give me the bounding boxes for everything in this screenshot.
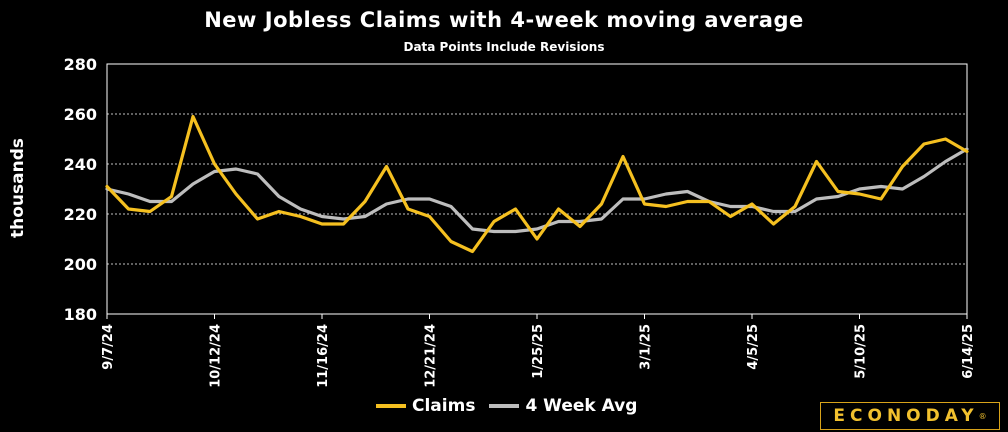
legend-swatch-avg (489, 404, 520, 408)
y-tick-labels: 180 200 220 240 260 280 (64, 55, 97, 324)
y-tick-label: 260 (64, 105, 97, 124)
x-tick-label: 12/21/24 (424, 324, 439, 388)
logo-text: ECONODAY (833, 406, 979, 426)
y-tick-label: 220 (64, 205, 97, 224)
econoday-logo: ECONODAY ® (820, 402, 1000, 430)
series-line-4-week-avg (105, 147, 969, 234)
x-tick-label: 9/7/24 (101, 324, 116, 370)
series-lines (105, 114, 969, 254)
y-tick-label: 280 (64, 55, 97, 74)
x-tick-labels: 9/7/24 10/12/24 11/16/24 12/21/24 1/25/25 3/1… (101, 314, 976, 388)
series-line-claims (105, 114, 969, 254)
x-tick-label: 5/10/25 (854, 324, 869, 379)
y-tick-label: 240 (64, 155, 97, 174)
y-tick-label: 200 (64, 255, 97, 274)
legend-label-avg: 4 Week Avg (525, 396, 638, 416)
legend-item-claims: Claims (376, 396, 475, 416)
chart-subtitle: Data Points Include Revisions (403, 40, 605, 54)
y-tick-label: 180 (64, 305, 97, 324)
x-tick-label: 1/25/25 (531, 324, 546, 379)
legend-label-claims: Claims (412, 396, 476, 416)
legend-item-avg: 4 Week Avg (489, 396, 637, 416)
x-tick-label: 3/1/25 (639, 324, 654, 370)
legend-swatch-claims (376, 404, 406, 408)
legend: Claims 4 Week Avg (376, 396, 651, 416)
x-tick-label: 4/5/25 (746, 324, 761, 370)
chart-title: New Jobless Claims with 4-week moving av… (204, 8, 804, 32)
x-tick-label: 11/16/24 (316, 324, 331, 388)
x-tick-label: 10/12/24 (209, 324, 224, 388)
x-tick-label: 6/14/25 (961, 324, 976, 379)
logo-mark: ® (978, 411, 987, 421)
